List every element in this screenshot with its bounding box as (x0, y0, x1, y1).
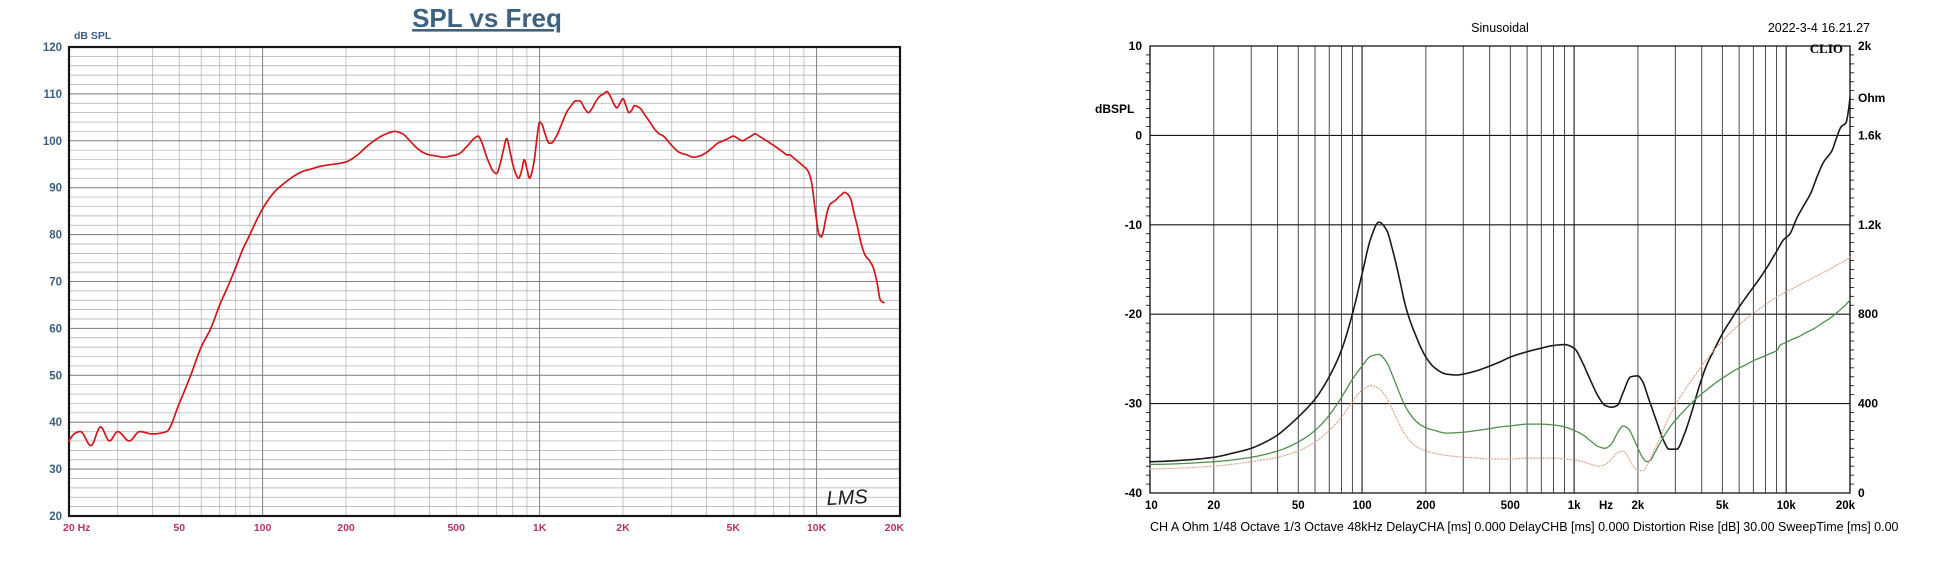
svg-text:100: 100 (1352, 500, 1371, 512)
svg-text:70: 70 (49, 277, 62, 289)
svg-text:-20: -20 (1125, 307, 1143, 321)
svg-text:500: 500 (1501, 500, 1520, 512)
svg-text:-10: -10 (1125, 218, 1143, 232)
svg-text:LMS: LMS (826, 486, 869, 510)
svg-text:90: 90 (49, 183, 62, 195)
svg-text:Ohm: Ohm (1858, 91, 1885, 105)
svg-text:CLIO: CLIO (1810, 41, 1843, 56)
svg-text:0: 0 (1858, 486, 1865, 500)
svg-text:50: 50 (49, 370, 62, 382)
svg-text:1k: 1k (1568, 500, 1581, 512)
svg-text:50: 50 (1292, 500, 1305, 512)
svg-text:60: 60 (49, 323, 62, 335)
svg-text:1K: 1K (533, 522, 547, 534)
svg-text:10k: 10k (1777, 500, 1797, 512)
svg-text:dBSPL: dBSPL (1095, 102, 1134, 116)
svg-text:80: 80 (49, 230, 62, 242)
svg-text:1.6k: 1.6k (1858, 128, 1882, 142)
svg-text:500: 500 (447, 522, 465, 534)
svg-text:100: 100 (254, 522, 272, 534)
svg-text:SPL vs Freq: SPL vs Freq (412, 3, 562, 33)
svg-text:100: 100 (43, 136, 62, 148)
svg-text:200: 200 (1416, 500, 1435, 512)
svg-text:-40: -40 (1125, 486, 1143, 500)
svg-text:2k: 2k (1632, 500, 1645, 512)
svg-text:200: 200 (337, 522, 355, 534)
svg-text:20: 20 (1207, 500, 1220, 512)
svg-text:40: 40 (49, 417, 62, 429)
svg-text:Sinusoidal: Sinusoidal (1471, 21, 1529, 35)
svg-text:20: 20 (49, 511, 62, 523)
svg-text:800: 800 (1858, 307, 1878, 321)
svg-text:20K: 20K (885, 522, 905, 534)
svg-text:5k: 5k (1716, 500, 1729, 512)
svg-text:30: 30 (49, 464, 62, 476)
svg-text:400: 400 (1858, 397, 1878, 411)
svg-text:Hz: Hz (1599, 500, 1613, 512)
svg-text:dB SPL: dB SPL (74, 30, 112, 42)
svg-text:5K: 5K (727, 522, 741, 534)
svg-text:2022-3-4 16.21.27: 2022-3-4 16.21.27 (1768, 21, 1870, 35)
svg-text:20k: 20k (1836, 500, 1856, 512)
svg-text:10: 10 (1129, 39, 1143, 53)
svg-text:0: 0 (1135, 128, 1142, 142)
svg-text:50: 50 (173, 522, 185, 534)
svg-text:CH A Ohm 1/48 Octave 1/3: CH A Ohm 1/48 Octave 1/3 Octave 48kHz De… (1150, 520, 1899, 534)
svg-text:20 Hz: 20 Hz (63, 522, 90, 534)
svg-text:10K: 10K (807, 522, 827, 534)
svg-text:10: 10 (1145, 500, 1158, 512)
svg-text:-30: -30 (1125, 397, 1143, 411)
svg-text:2K: 2K (616, 522, 630, 534)
svg-text:1.2k: 1.2k (1858, 218, 1882, 232)
svg-text:2k: 2k (1858, 39, 1872, 53)
svg-text:110: 110 (43, 89, 62, 101)
svg-text:120: 120 (43, 42, 62, 54)
